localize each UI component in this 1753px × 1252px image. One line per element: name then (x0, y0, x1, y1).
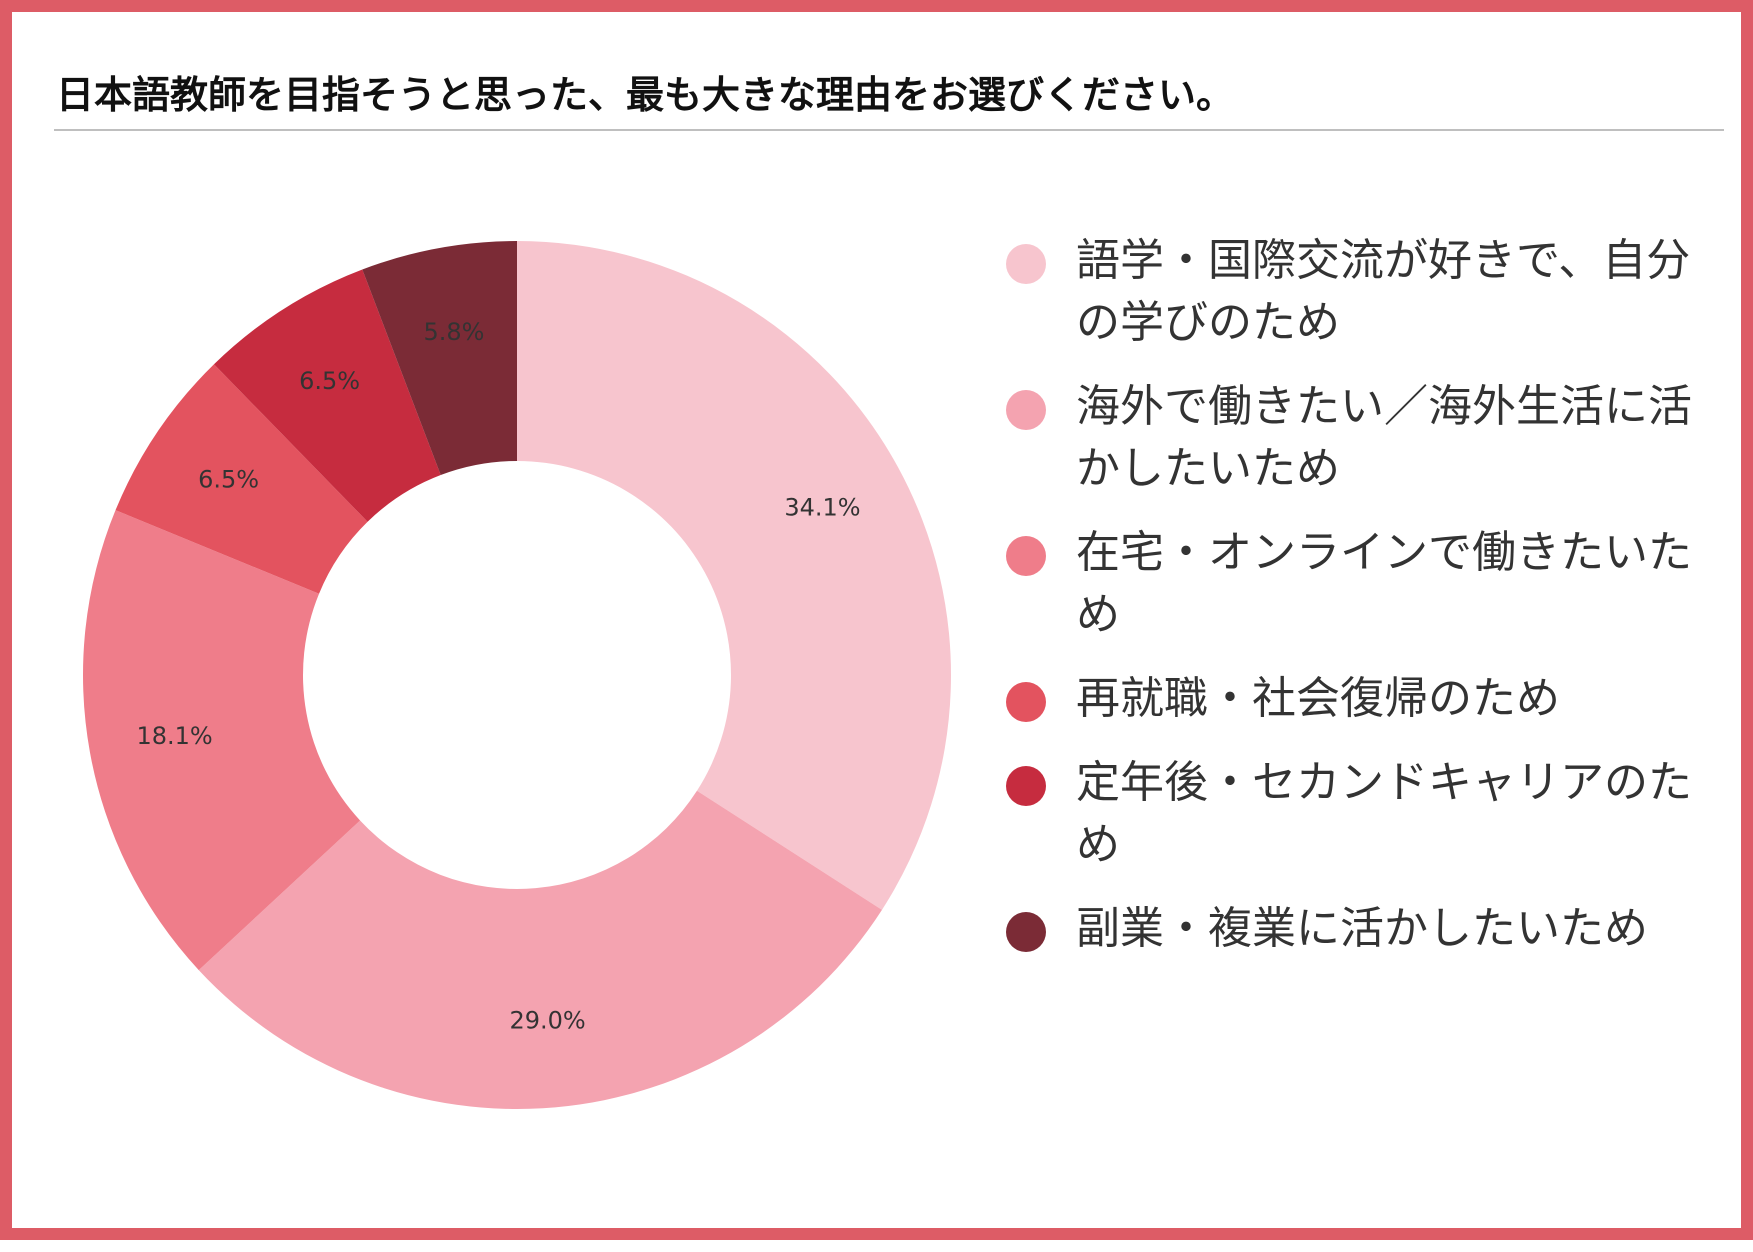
legend-swatch-2 (1006, 390, 1046, 430)
slice-label-6: 5.8% (423, 318, 484, 346)
title-divider (54, 129, 1724, 131)
donut-slice-5 (213, 269, 441, 522)
legend-item-4: 再就職・社会復帰のため (1006, 668, 1696, 730)
legend-item-2: 海外で働きたい／海外生活に活かしたいため (1006, 376, 1696, 500)
legend-label-5: 定年後・セカンドキャリアのため (1076, 757, 1692, 870)
donut-slice-labels: 34.1% 29.0% 18.1% 6.5% 6.5% 5.8% (136, 318, 860, 1035)
chart-title: 日本語教師を目指そうと思った、最も大きな理由をお選びください。 (56, 73, 1235, 117)
donut-slice-6 (362, 241, 517, 476)
legend-item-6: 副業・複業に活かしたいため (1006, 898, 1696, 960)
legend-swatch-1 (1006, 244, 1046, 284)
legend-item-3: 在宅・オンラインで働きたいため (1006, 522, 1696, 646)
donut-slice-1 (517, 241, 952, 910)
legend-swatch-4 (1006, 682, 1046, 722)
donut-slice-2 (198, 790, 882, 1109)
slice-label-3: 18.1% (136, 722, 212, 750)
legend-label-6: 副業・複業に活かしたいため (1076, 903, 1648, 954)
legend-label-4: 再就職・社会復帰のため (1076, 673, 1560, 724)
legend-label-3: 在宅・オンラインで働きたいため (1076, 527, 1692, 640)
legend-item-5: 定年後・セカンドキャリアのため (1006, 752, 1696, 876)
slice-label-5: 6.5% (299, 367, 360, 395)
legend-item-1: 語学・国際交流が好きで、自分の学びのため (1006, 230, 1696, 354)
legend-swatch-3 (1006, 536, 1046, 576)
legend-label-1: 語学・国際交流が好きで、自分の学びのため (1076, 235, 1691, 348)
legend-label-2: 海外で働きたい／海外生活に活かしたいため (1076, 381, 1692, 494)
donut-slice-4 (115, 364, 368, 594)
slice-label-1: 34.1% (784, 493, 860, 521)
donut-slices (82, 241, 952, 1109)
slice-label-2: 29.0% (509, 1007, 585, 1035)
legend-swatch-6 (1006, 912, 1046, 952)
slice-label-4: 6.5% (198, 465, 259, 493)
donut-chart: 34.1% 29.0% 18.1% 6.5% 6.5% 5.8% (82, 241, 952, 1109)
chart-legend: 語学・国際交流が好きで、自分の学びのため 海外で働きたい／海外生活に活かしたいため… (1006, 230, 1706, 982)
donut-slice-3 (82, 510, 361, 971)
legend-swatch-5 (1006, 766, 1046, 806)
